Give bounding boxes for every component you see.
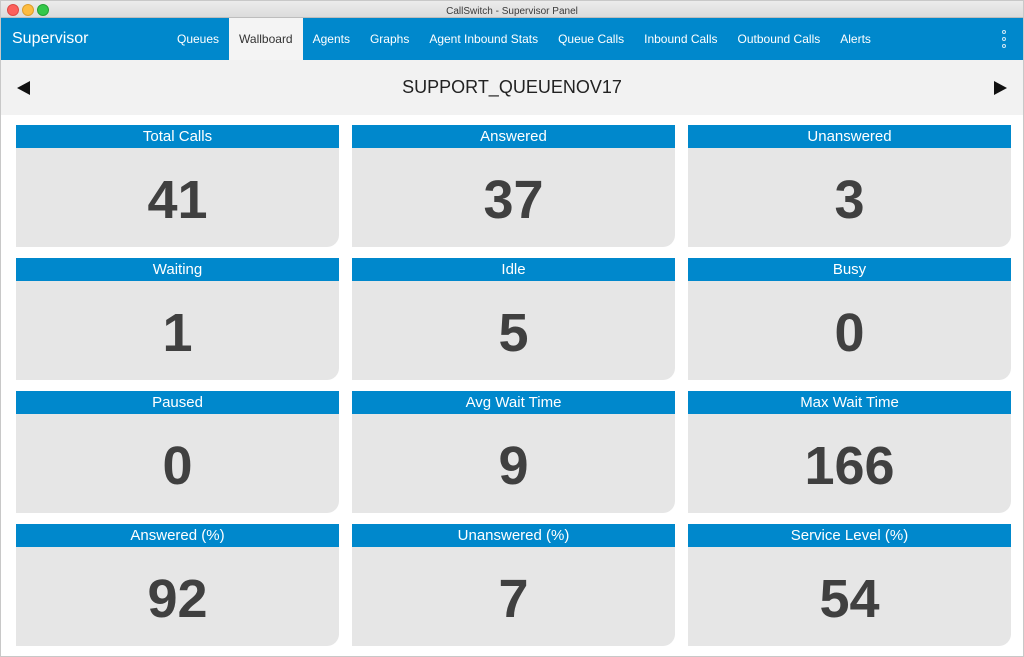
tile-service-level-percent: Service Level (%) 54: [688, 524, 1011, 646]
tile-unanswered: Unanswered 3: [688, 125, 1011, 247]
tile-value: 37: [483, 169, 544, 230]
tile-value: 41: [147, 169, 208, 230]
app-brand[interactable]: Supervisor: [12, 30, 89, 47]
top-navbar: Supervisor Queues Wallboard Agents Graph…: [1, 18, 1023, 60]
tile-label: Service Level (%): [688, 524, 1011, 547]
nav-item-inbound-calls[interactable]: Inbound Calls: [644, 32, 718, 46]
nav-item-outbound-calls[interactable]: Outbound Calls: [737, 32, 821, 46]
tile-unanswered-percent: Unanswered (%) 7: [352, 524, 675, 646]
close-window-button[interactable]: [7, 4, 19, 16]
tile-value: 166: [804, 435, 895, 496]
more-vertical-icon[interactable]: [1001, 30, 1007, 48]
tile-waiting: Waiting 1: [16, 258, 339, 380]
main-nav: Queues Wallboard Agents Graphs Agent Inb…: [167, 18, 881, 60]
window-title: CallSwitch - Supervisor Panel: [446, 6, 578, 17]
tile-value: 0: [834, 302, 865, 363]
nav-item-queues[interactable]: Queues: [177, 32, 220, 46]
nav-item-alerts[interactable]: Alerts: [840, 32, 871, 46]
tile-label: Answered (%): [16, 524, 339, 547]
arrow-right-icon[interactable]: [994, 81, 1007, 95]
arrow-left-icon[interactable]: [17, 81, 30, 95]
tile-answered-percent: Answered (%) 92: [16, 524, 339, 646]
wallboard-grid: Total Calls 41 Answered 37 Unanswered 3 …: [16, 125, 1013, 646]
tile-paused: Paused 0: [16, 391, 339, 513]
tile-label: Total Calls: [16, 125, 339, 148]
tile-max-wait-time: Max Wait Time 166: [688, 391, 1011, 513]
nav-item-agents[interactable]: Agents: [312, 32, 350, 46]
tile-avg-wait-time: Avg Wait Time 9: [352, 391, 675, 513]
nav-item-agent-inbound-stats[interactable]: Agent Inbound Stats: [429, 32, 539, 46]
tile-label: Answered: [352, 125, 675, 148]
nav-item-queue-calls[interactable]: Queue Calls: [558, 32, 625, 46]
queue-name: SUPPORT_QUEUENOV17: [402, 77, 622, 97]
tile-idle: Idle 5: [352, 258, 675, 380]
tile-value: 7: [498, 568, 529, 629]
tile-value: 5: [498, 302, 529, 363]
tile-label: Idle: [352, 258, 675, 281]
tile-busy: Busy 0: [688, 258, 1011, 380]
tile-label: Avg Wait Time: [352, 391, 675, 414]
tile-value: 0: [162, 435, 193, 496]
tile-label: Unanswered (%): [352, 524, 675, 547]
tile-label: Busy: [688, 258, 1011, 281]
zoom-window-button[interactable]: [37, 4, 49, 16]
tile-answered: Answered 37: [352, 125, 675, 247]
tile-value: 9: [498, 435, 529, 496]
tile-label: Unanswered: [688, 125, 1011, 148]
tile-label: Max Wait Time: [688, 391, 1011, 414]
title-bar: CallSwitch - Supervisor Panel: [1, 1, 1023, 18]
tile-total-calls: Total Calls 41: [16, 125, 339, 247]
minimize-window-button[interactable]: [22, 4, 34, 16]
tile-label: Waiting: [16, 258, 339, 281]
tile-label: Paused: [16, 391, 339, 414]
tile-value: 3: [834, 169, 865, 230]
nav-item-wallboard[interactable]: Wallboard: [229, 18, 303, 60]
tile-value: 92: [147, 568, 208, 629]
nav-item-graphs[interactable]: Graphs: [369, 32, 410, 46]
queue-header: SUPPORT_QUEUENOV17: [1, 60, 1023, 115]
tile-value: 54: [819, 568, 880, 629]
tile-value: 1: [162, 302, 193, 363]
